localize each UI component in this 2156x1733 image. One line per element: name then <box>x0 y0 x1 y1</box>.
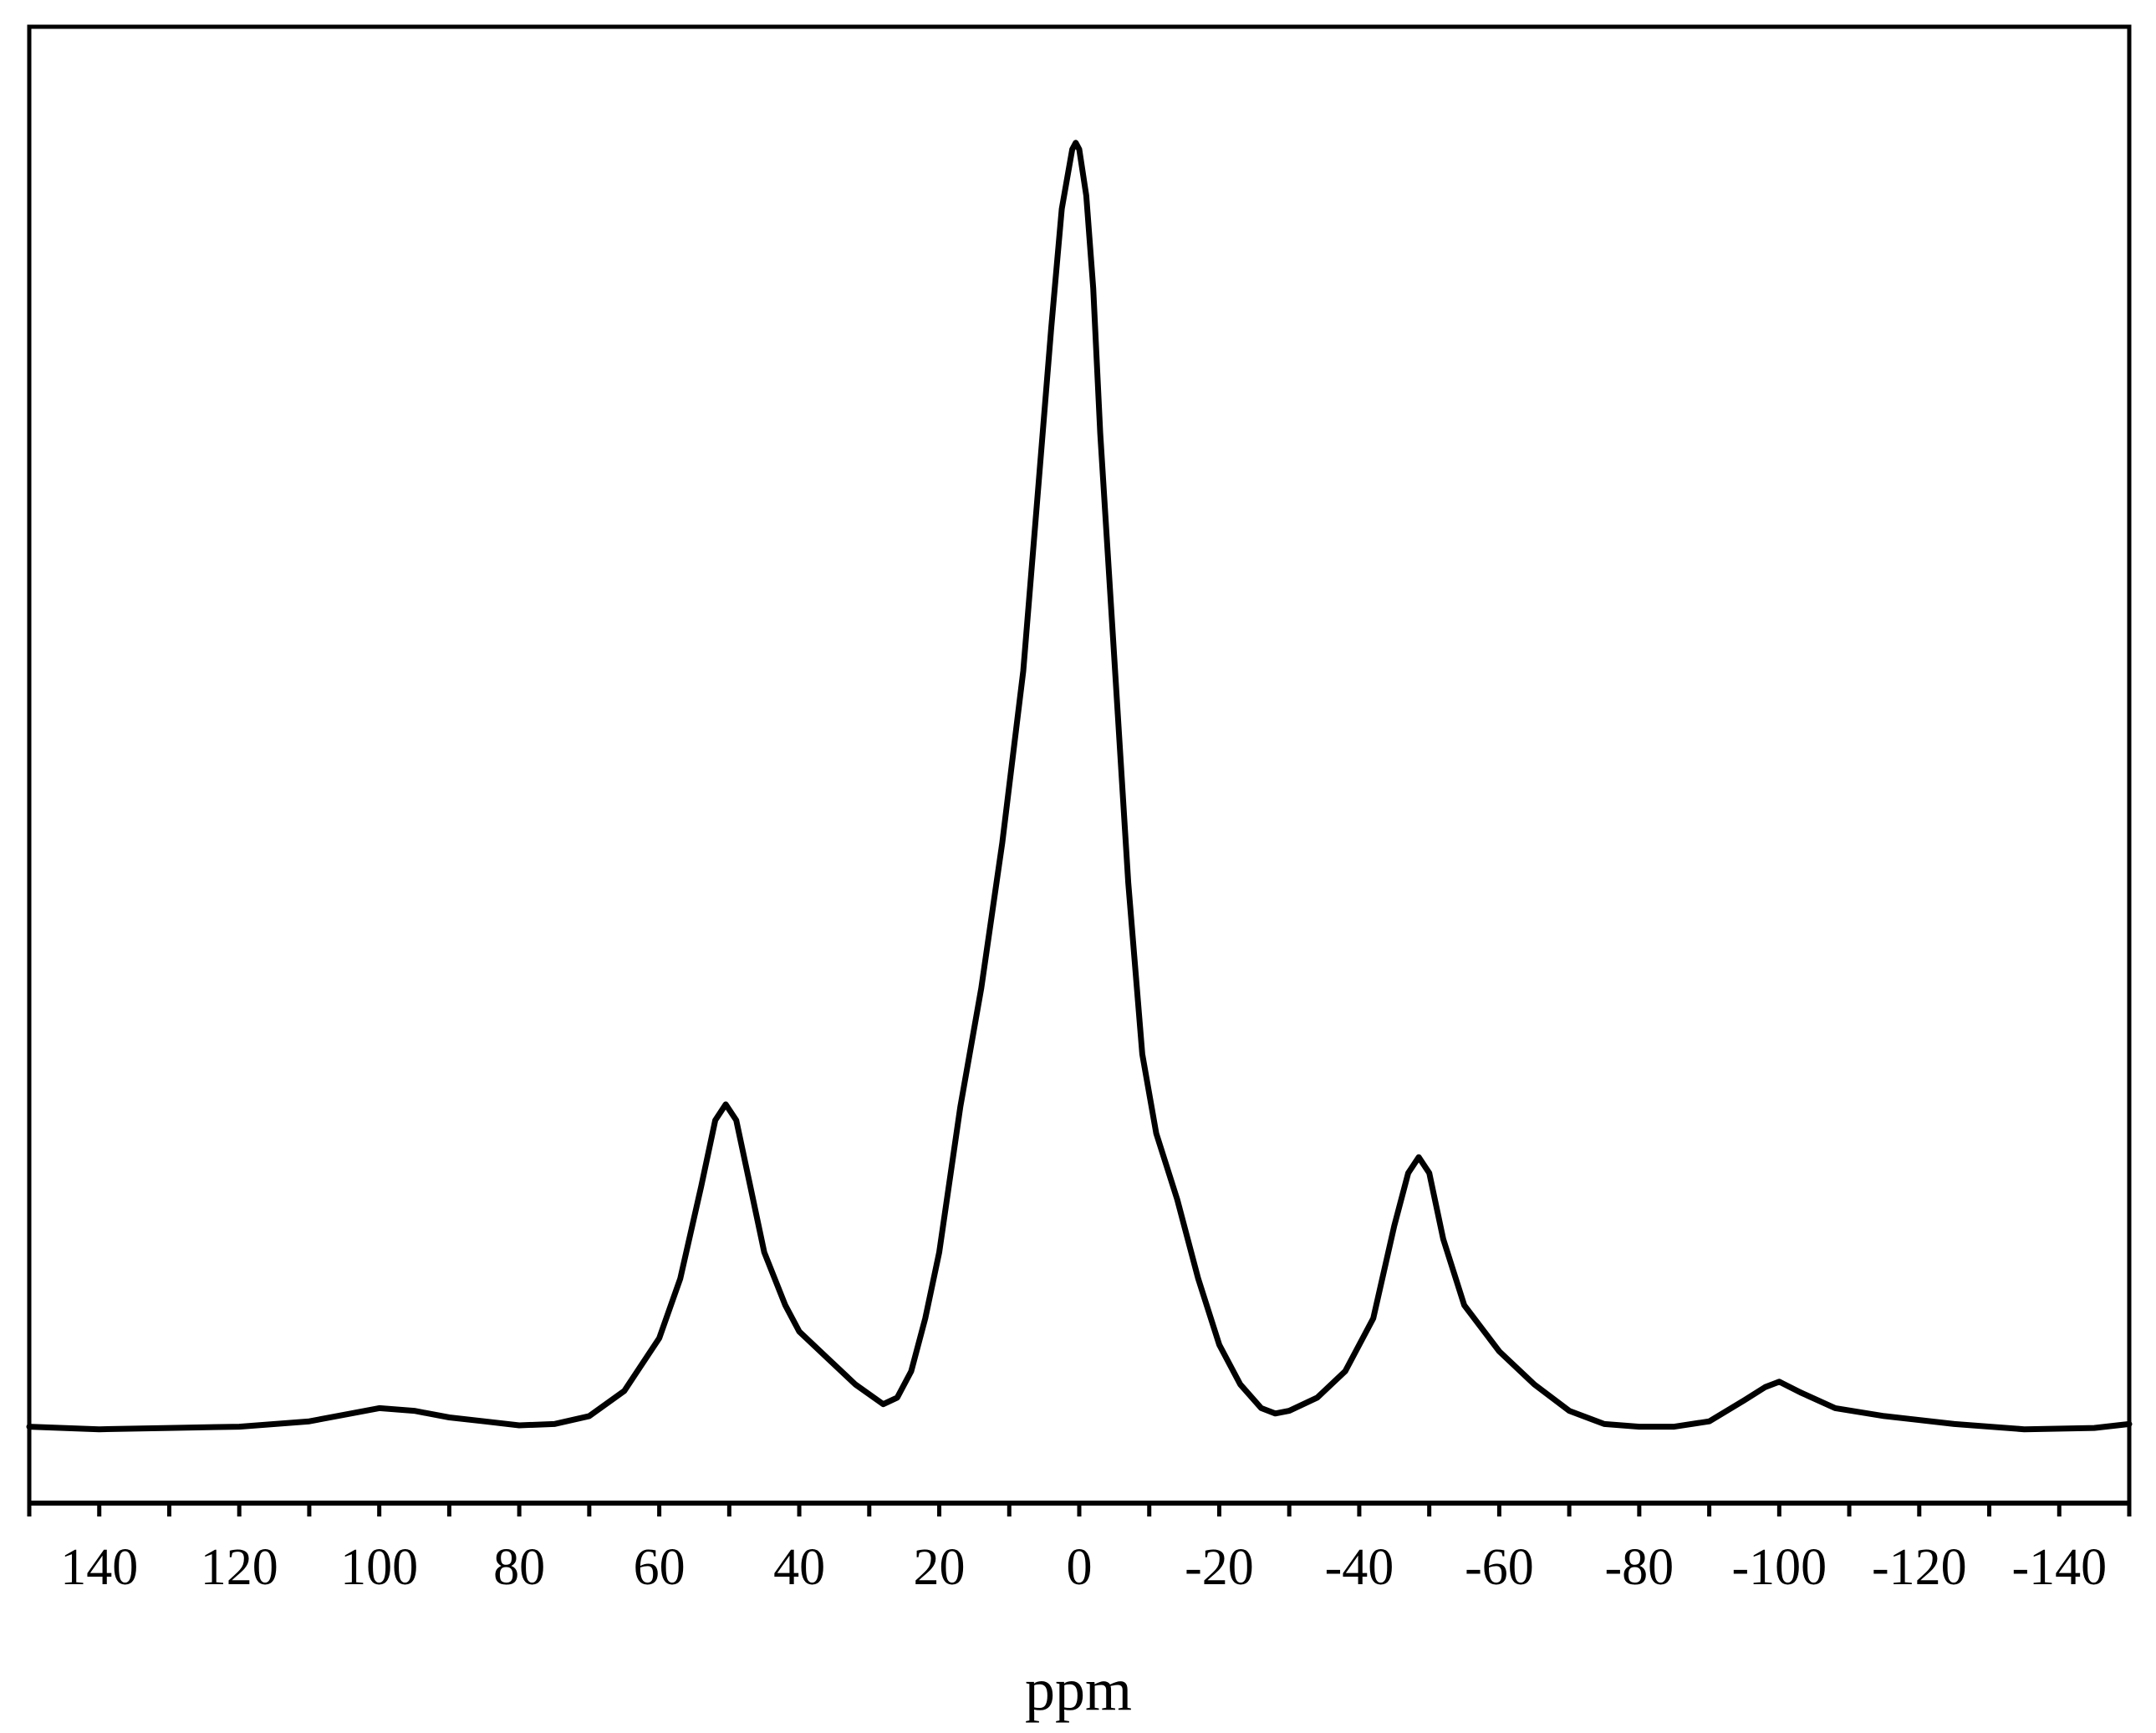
x-tick-label: -100 <box>1732 1539 1827 1596</box>
x-tick-label: -120 <box>1872 1539 1967 1596</box>
x-tick-label: -60 <box>1465 1539 1534 1596</box>
x-tick-label: 80 <box>493 1539 545 1596</box>
x-tick-label: -80 <box>1605 1539 1674 1596</box>
x-tick-label: 20 <box>914 1539 966 1596</box>
x-tick-label: -140 <box>2011 1539 2107 1596</box>
x-axis-title: ppm <box>1025 1656 1132 1723</box>
x-tick-label: 100 <box>340 1539 418 1596</box>
x-tick-label: -40 <box>1325 1539 1394 1596</box>
x-axis-tick-labels: 140 120 100 80 60 40 20 0 -20 -40 -60 -80 -100 -120 -1… <box>60 1539 2107 1596</box>
x-tick-label: 60 <box>634 1539 686 1596</box>
plot-frame <box>27 24 2132 1506</box>
spectrum-line <box>26 140 2133 1433</box>
x-tick-label: -20 <box>1185 1539 1254 1596</box>
x-tick-label: 120 <box>201 1539 278 1596</box>
x-axis-ticks <box>27 1503 2132 1516</box>
x-tick-label: 140 <box>60 1539 138 1596</box>
x-tick-label: 40 <box>773 1539 825 1596</box>
x-tick-label: 0 <box>1067 1539 1093 1596</box>
